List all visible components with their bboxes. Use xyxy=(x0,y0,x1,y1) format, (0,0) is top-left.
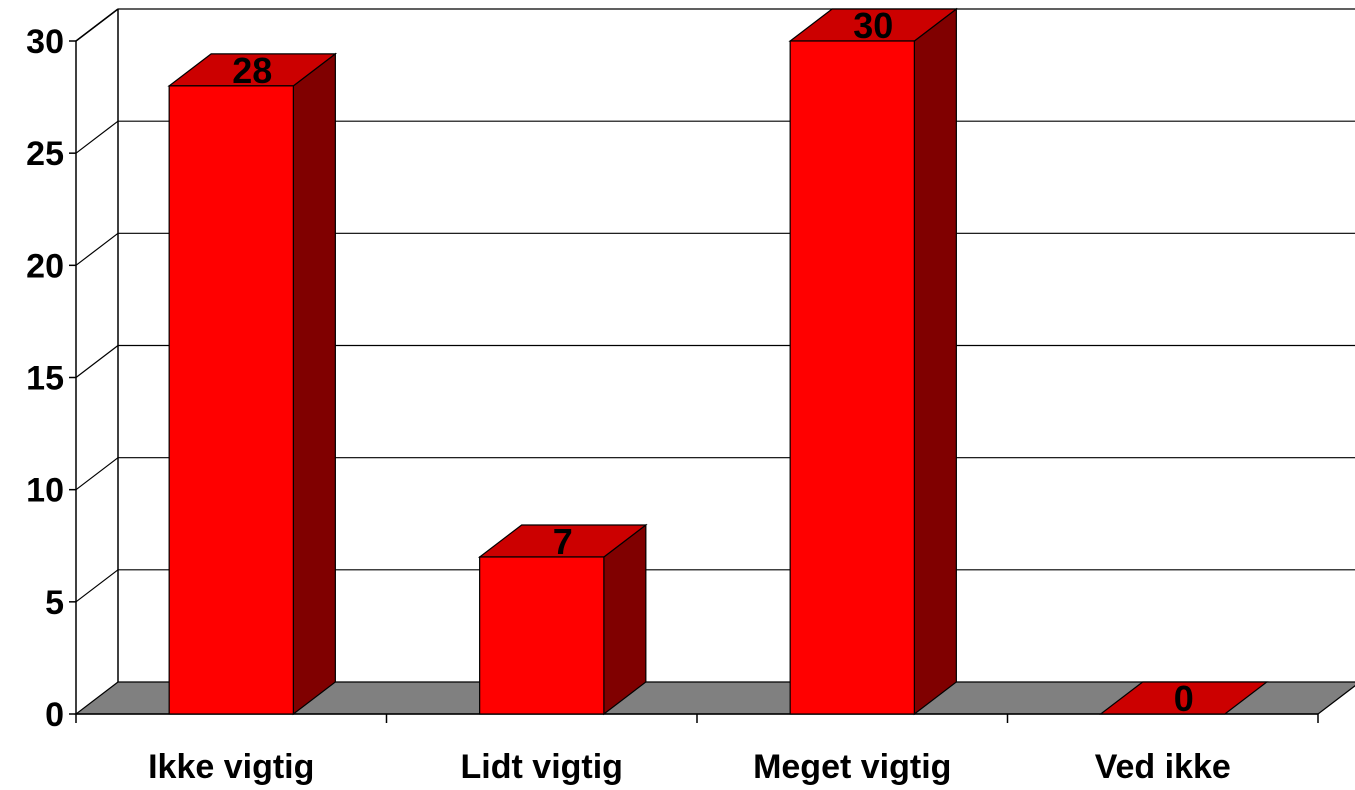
y-tick-label: 0 xyxy=(45,696,64,734)
y-tick-label: 20 xyxy=(26,247,64,285)
category-label: Lidt vigtig xyxy=(461,748,623,786)
bars xyxy=(167,7,1269,716)
category-label: Ikke vigtig xyxy=(148,748,314,786)
gridline-diagonal xyxy=(75,120,119,154)
data-label: 30 xyxy=(853,5,893,46)
y-tick-label: 30 xyxy=(26,23,64,61)
data-label: 0 xyxy=(1174,678,1194,719)
y-tick-label: 25 xyxy=(26,135,64,173)
bar-front xyxy=(168,85,294,715)
category-label: Ved ikke xyxy=(1095,748,1231,786)
data-label: 28 xyxy=(232,50,272,91)
gridline-diagonal xyxy=(75,569,119,603)
gridline-diagonal xyxy=(75,345,119,378)
bar-side xyxy=(292,52,336,716)
bar-side xyxy=(913,7,957,716)
gridline-diagonal xyxy=(75,232,119,266)
data-label: 7 xyxy=(553,521,573,562)
chart-walls xyxy=(75,8,119,682)
gridline-diagonal xyxy=(75,8,119,42)
bar xyxy=(1098,681,1269,715)
bar-top xyxy=(1098,681,1269,715)
gridline-diagonal xyxy=(75,457,119,491)
y-tick-label: 15 xyxy=(26,360,64,398)
category-label: Meget vigtig xyxy=(753,748,951,786)
y-tick-label: 10 xyxy=(26,472,64,510)
bar-front xyxy=(789,40,915,715)
y-tick-label: 5 xyxy=(45,584,64,622)
bar-side xyxy=(603,523,647,716)
bar xyxy=(167,52,338,716)
labels: 0 5 10 15 20 25 30 28 Ikke vigtig 7 Lidt vigtig 30 M… xyxy=(26,5,1231,786)
bar xyxy=(788,7,959,716)
bar-front xyxy=(479,556,605,715)
bar xyxy=(477,523,648,716)
